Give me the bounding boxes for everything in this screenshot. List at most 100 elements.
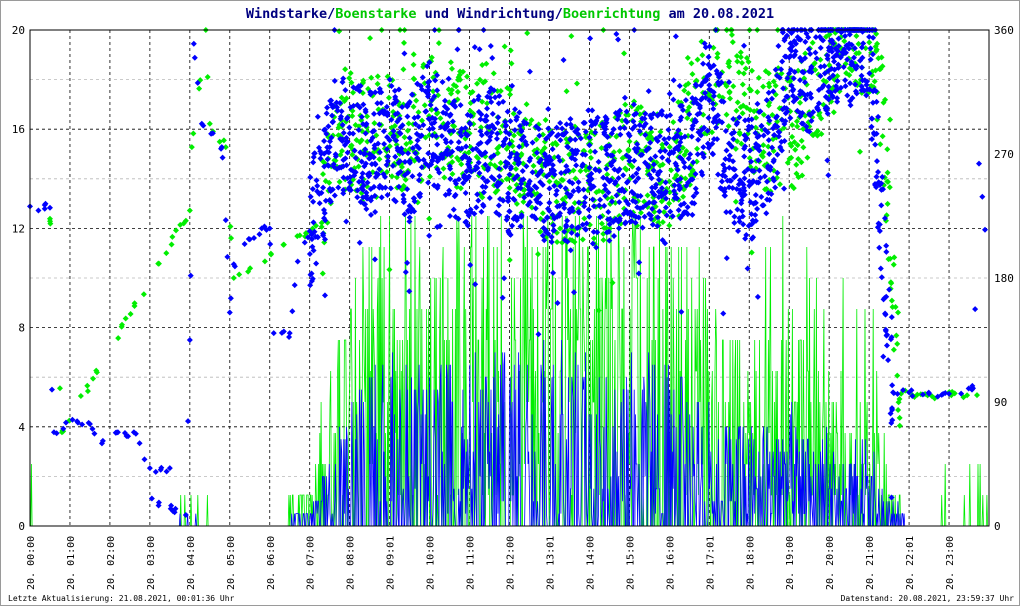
point-windrichtung	[337, 115, 344, 122]
point-boenrichtung	[896, 414, 903, 421]
point-boenrichtung	[403, 140, 410, 147]
point-windrichtung	[364, 179, 371, 186]
point-boenrichtung	[368, 74, 375, 81]
point-windrichtung	[394, 145, 401, 152]
point-windrichtung	[717, 80, 724, 87]
point-windrichtung	[167, 505, 174, 512]
point-windrichtung	[136, 440, 143, 447]
point-windrichtung	[48, 386, 55, 393]
point-windrichtung	[662, 147, 669, 154]
point-windrichtung	[491, 87, 498, 94]
point-windrichtung	[647, 156, 654, 163]
point-windrichtung	[539, 181, 546, 188]
point-windrichtung	[500, 98, 507, 105]
y-right-tick-label: 0	[994, 520, 1001, 533]
point-windrichtung	[317, 155, 324, 162]
point-boenrichtung	[445, 86, 452, 93]
point-windrichtung	[546, 199, 553, 206]
x-tick-label: 20. 03:00	[146, 536, 157, 590]
point-windrichtung	[358, 174, 365, 181]
point-boenrichtung	[875, 55, 882, 62]
point-windrichtung	[722, 127, 729, 134]
point-windrichtung	[689, 125, 696, 132]
point-windrichtung	[434, 158, 441, 165]
point-windrichtung	[346, 179, 353, 186]
chart-title: Windstarke/Boenstarke und Windrichtung/B…	[246, 6, 774, 22]
point-windrichtung	[521, 194, 528, 201]
point-windrichtung	[575, 209, 582, 216]
point-windrichtung	[557, 137, 564, 144]
point-windrichtung	[705, 114, 712, 121]
point-windrichtung	[406, 202, 413, 209]
point-windrichtung	[626, 132, 633, 139]
point-windrichtung	[730, 165, 737, 172]
point-windrichtung	[543, 156, 550, 163]
point-boenrichtung	[789, 133, 796, 140]
point-windrichtung	[687, 151, 694, 158]
point-boenrichtung	[788, 143, 795, 150]
point-windrichtung	[327, 198, 334, 205]
point-boenrichtung	[644, 192, 651, 199]
point-windrichtung	[186, 337, 193, 343]
x-tick-label: 20. 10:00	[426, 536, 437, 590]
point-boenrichtung	[549, 141, 556, 148]
point-windrichtung	[700, 60, 707, 67]
point-boenrichtung	[846, 72, 853, 79]
point-windrichtung	[648, 175, 655, 182]
x-tick-label: 20. 13:01	[545, 536, 556, 590]
point-windrichtung	[551, 182, 558, 189]
point-windrichtung	[659, 154, 666, 161]
point-boenrichtung	[666, 222, 673, 229]
y-left-tick-label: 4	[18, 421, 25, 434]
point-windrichtung	[554, 299, 561, 306]
point-windrichtung	[517, 185, 524, 192]
point-windrichtung	[444, 151, 451, 158]
point-windrichtung	[376, 121, 383, 128]
point-windrichtung	[798, 57, 805, 64]
point-windrichtung	[549, 211, 556, 218]
point-boenrichtung	[410, 51, 417, 58]
point-windrichtung	[308, 236, 315, 243]
point-windrichtung	[442, 191, 449, 198]
point-boenrichtung	[726, 89, 733, 96]
point-windrichtung	[516, 143, 523, 150]
x-tick-label: 20. 23:00	[945, 536, 956, 590]
point-windrichtung	[569, 147, 576, 154]
point-windrichtung	[617, 125, 624, 132]
point-boenrichtung	[230, 275, 237, 281]
point-windrichtung	[733, 185, 740, 192]
y-right-tick-label: 270	[994, 148, 1014, 161]
point-boenrichtung	[542, 116, 549, 123]
point-windrichtung	[471, 44, 478, 51]
point-windrichtung	[307, 193, 314, 200]
point-windrichtung	[825, 172, 832, 179]
point-windrichtung	[553, 124, 560, 131]
point-boenrichtung	[893, 332, 900, 339]
point-windrichtung	[484, 105, 491, 112]
point-windrichtung	[464, 161, 471, 168]
point-windrichtung	[324, 148, 331, 155]
point-boenrichtung	[823, 78, 830, 85]
point-windrichtung	[744, 265, 751, 272]
point-windrichtung	[772, 184, 779, 191]
point-windrichtung	[778, 66, 785, 73]
point-windrichtung	[563, 121, 570, 128]
point-boenrichtung	[182, 217, 189, 224]
point-boenrichtung	[794, 142, 801, 149]
point-windrichtung	[222, 217, 229, 224]
point-boenrichtung	[236, 271, 243, 278]
point-windrichtung	[900, 387, 907, 394]
point-boenrichtung	[318, 223, 325, 230]
point-windrichtung	[868, 136, 875, 143]
point-windrichtung	[436, 169, 443, 176]
point-boenrichtung	[437, 115, 444, 122]
point-windrichtung	[601, 202, 608, 209]
point-windrichtung	[429, 125, 436, 132]
point-windrichtung	[395, 183, 402, 190]
point-windrichtung	[563, 223, 570, 230]
point-windrichtung	[363, 206, 370, 213]
point-windrichtung	[387, 185, 394, 192]
point-windrichtung	[484, 167, 491, 174]
point-windrichtung	[374, 100, 381, 107]
series-layer	[27, 27, 989, 527]
